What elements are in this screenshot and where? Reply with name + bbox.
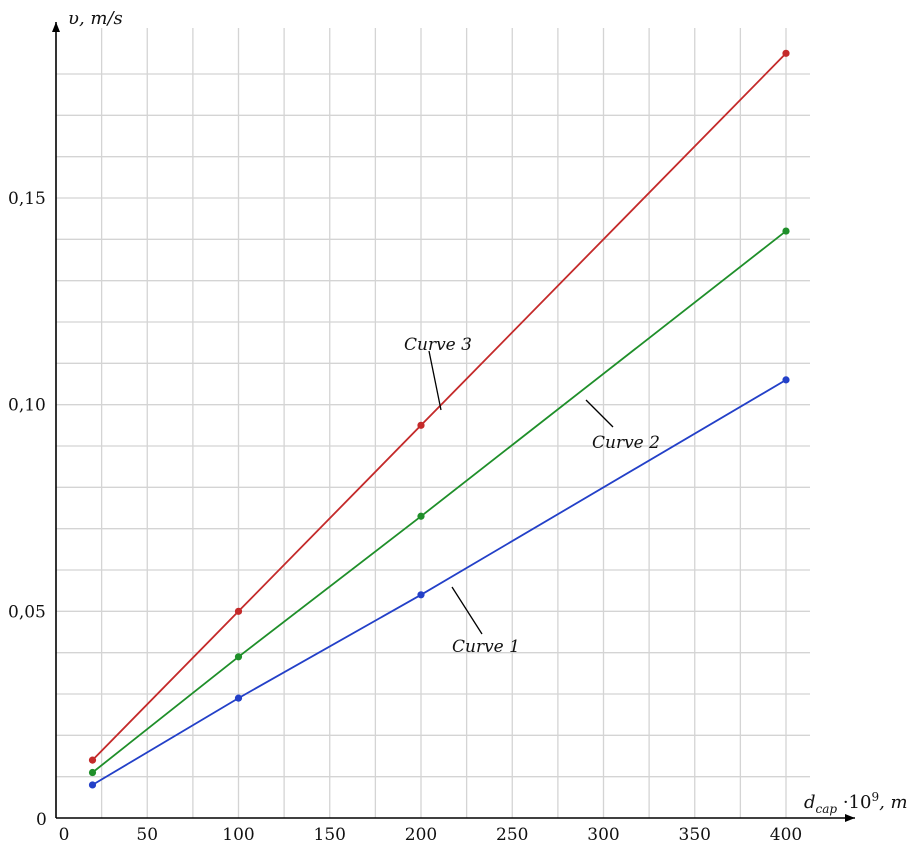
data-point-curve-1: [234, 694, 243, 702]
data-point-curve-3: [88, 756, 97, 764]
x-axis-label: dcap ·109, m: [804, 790, 908, 816]
y-tick-label: 0,15: [8, 189, 46, 209]
curve-2-leader: [585, 399, 614, 428]
x-tick-label: 150: [314, 825, 346, 844]
tick-labels: 0 50 100 150 200 250 300 350 400 0 0,05 0,10 0,15: [8, 189, 802, 844]
series-line-curve-1: [92, 379, 787, 786]
y-tick-label: 0,05: [8, 602, 46, 622]
data-point-curve-3: [234, 607, 243, 615]
data-point-curve-2: [234, 653, 243, 661]
data-point-curve-3: [782, 49, 790, 57]
series-line-curve-2: [91, 230, 787, 774]
axes: [52, 22, 855, 822]
x-tick-label: 250: [496, 825, 528, 844]
x-tick-label: 200: [405, 825, 437, 844]
annotation-layer: Curve 3 Curve 2 Curve 1: [404, 335, 660, 657]
curve-1-leader: [451, 586, 483, 635]
x-tick-label: 50: [136, 825, 158, 844]
data-point-curve-1: [417, 591, 425, 599]
series-layer: [88, 49, 790, 789]
series-line-curve-3: [91, 52, 787, 761]
data-point-curve-2: [417, 512, 425, 520]
y-tick-label: 0,10: [8, 396, 46, 416]
data-point-curve-1: [782, 376, 790, 384]
curve-1-label: Curve 1: [452, 637, 520, 657]
curve-3-label: Curve 3: [404, 335, 472, 355]
x-tick-label: 0: [59, 825, 70, 844]
y-axis-label: υ, m/s: [68, 8, 123, 29]
curve-3-leader: [428, 350, 442, 411]
y-tick-label: 0: [36, 810, 47, 830]
data-point-curve-1: [88, 781, 97, 789]
data-point-curve-2: [782, 227, 790, 235]
x-tick-label: 350: [679, 825, 711, 844]
data-point-curve-2: [88, 768, 97, 777]
x-tick-label: 100: [222, 825, 254, 844]
data-point-curve-3: [417, 421, 425, 429]
x-tick-label: 400: [770, 825, 802, 844]
grid: [56, 28, 810, 818]
curve-2-label: Curve 2: [592, 433, 660, 453]
x-tick-label: 300: [587, 825, 619, 844]
